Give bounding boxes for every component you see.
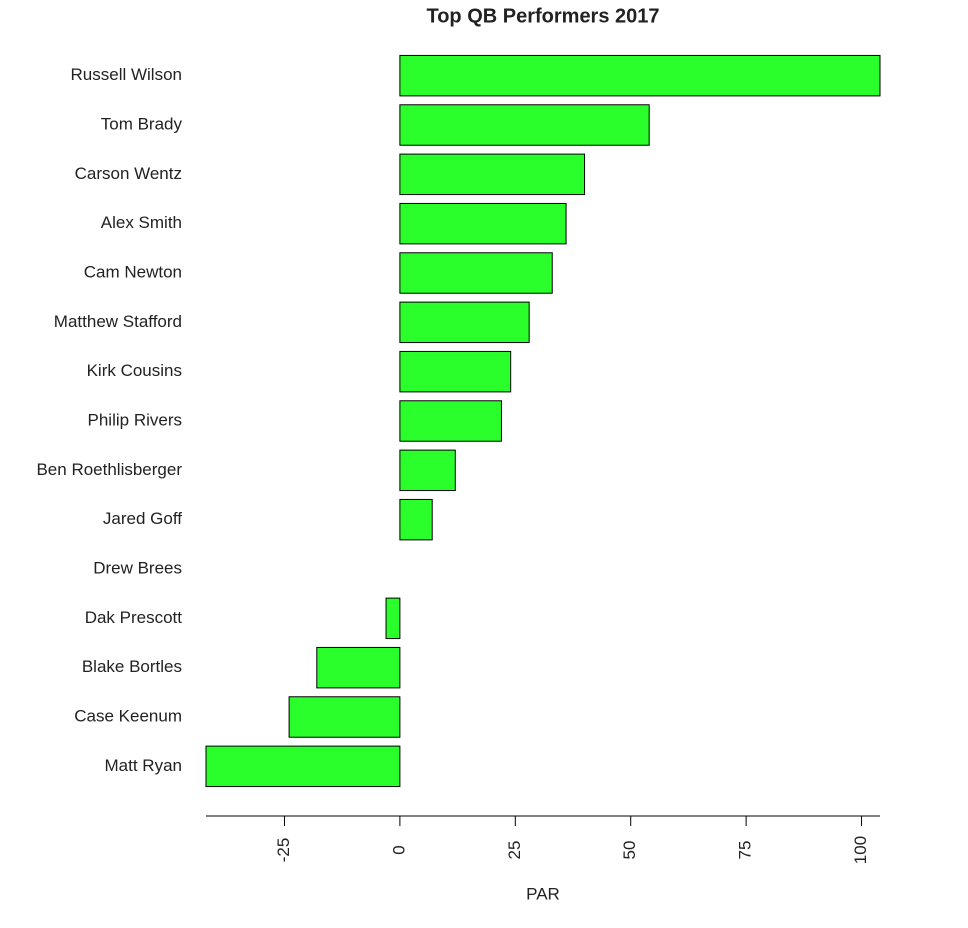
bar <box>399 301 530 344</box>
y-tick-label: Matt Ryan <box>105 756 182 775</box>
y-tick-label: Matthew Stafford <box>54 312 182 331</box>
chart-title: Top QB Performers 2017 <box>426 5 659 27</box>
bar <box>288 696 401 738</box>
y-tick-label: Alex Smith <box>101 213 182 232</box>
bar <box>399 153 586 196</box>
y-tick-label: Kirk Cousins <box>87 361 182 380</box>
x-tick-label: 0 <box>389 845 408 854</box>
x-tick-label: 75 <box>736 841 755 860</box>
y-tick-label: Philip Rivers <box>88 410 182 429</box>
y-tick-label: Jared Goff <box>103 509 182 528</box>
y-tick-label: Carson Wentz <box>75 164 182 183</box>
x-tick-label: 50 <box>620 841 639 860</box>
y-tick-label: Blake Bortles <box>82 657 182 676</box>
bar <box>399 400 502 442</box>
bar <box>399 252 553 294</box>
y-tick-label: Cam Newton <box>84 262 182 281</box>
bar <box>399 498 433 541</box>
y-tick-label: Russell Wilson <box>71 65 182 84</box>
x-tick-label: -25 <box>274 838 293 863</box>
y-tick-label: Case Keenum <box>74 706 182 725</box>
bar <box>316 646 401 689</box>
y-tick-label: Dak Prescott <box>85 608 183 627</box>
bar <box>399 449 456 492</box>
bar <box>399 350 512 393</box>
y-tick-label: Ben Roethlisberger <box>36 460 182 479</box>
bar <box>399 54 881 97</box>
x-axis-label: PAR <box>526 884 560 903</box>
y-tick-label: Drew Brees <box>93 558 182 577</box>
bar <box>399 202 567 245</box>
x-tick-label: 25 <box>505 841 524 860</box>
y-tick-label: Tom Brady <box>101 114 183 133</box>
x-tick-label: 100 <box>851 836 870 864</box>
bar <box>205 745 401 788</box>
bar <box>385 597 401 640</box>
bar <box>399 104 650 146</box>
